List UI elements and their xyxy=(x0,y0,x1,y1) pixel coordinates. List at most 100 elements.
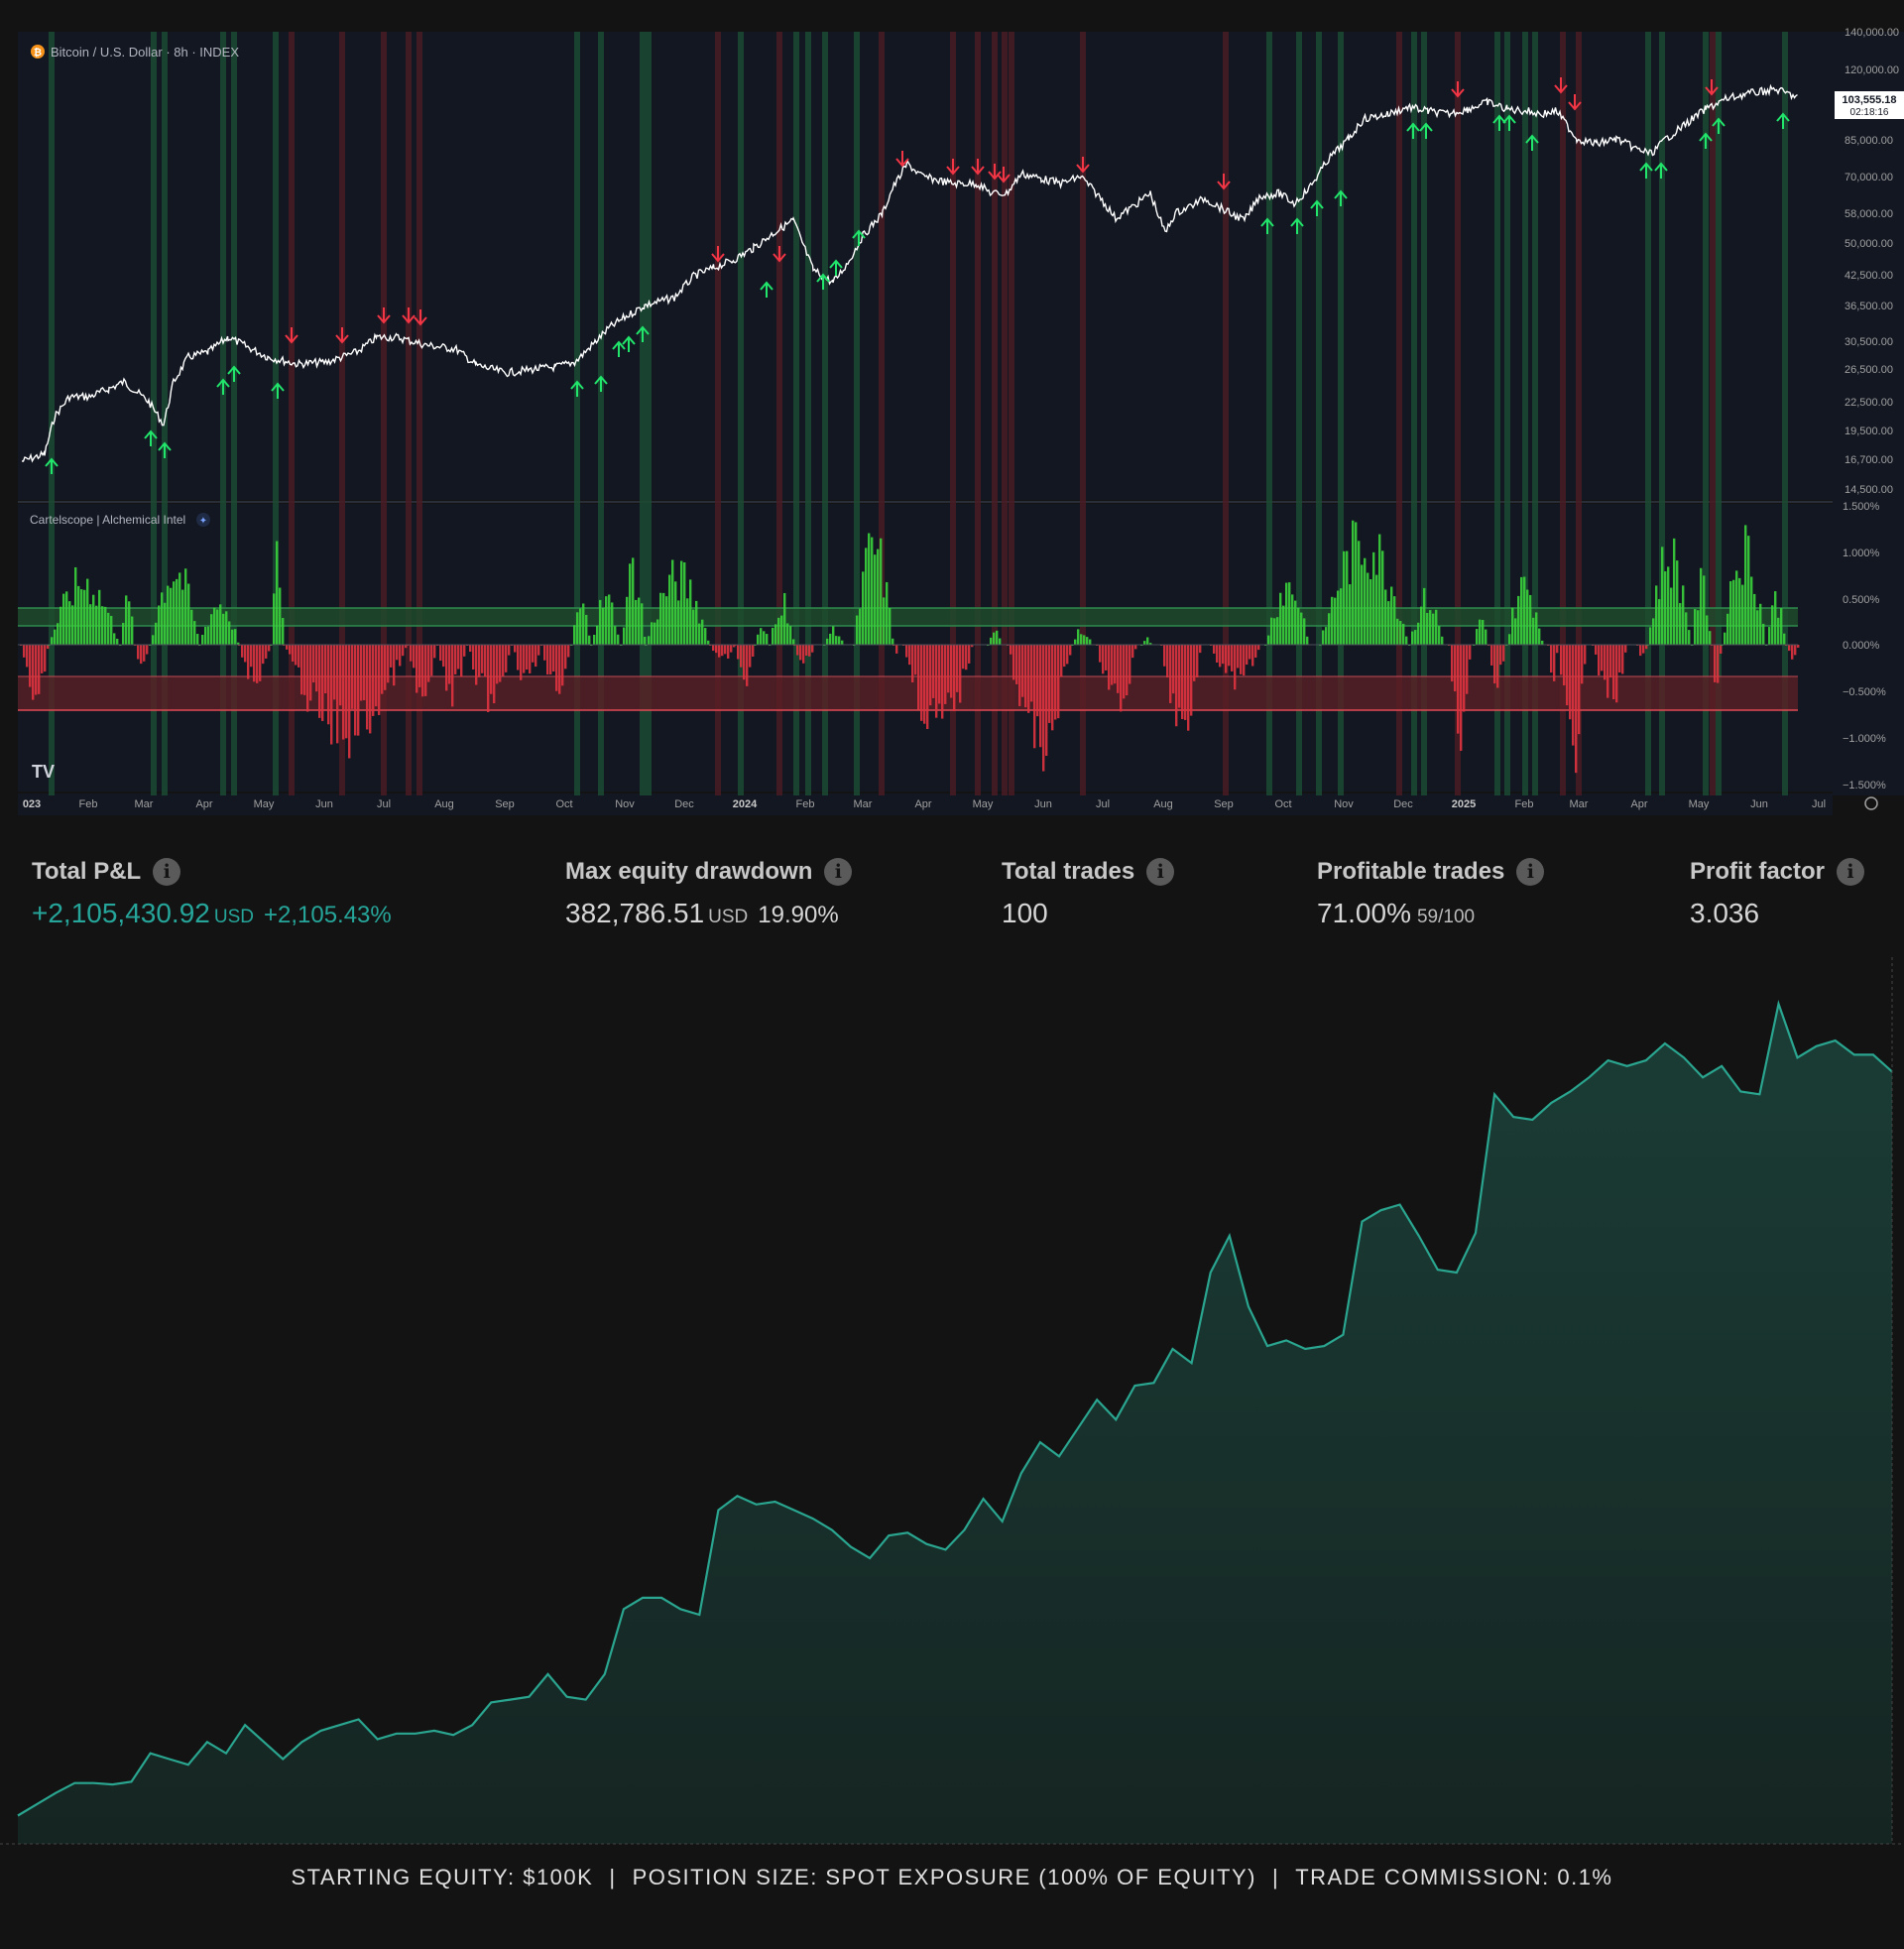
osc-bar-negative xyxy=(256,645,259,683)
info-icon[interactable]: i xyxy=(1837,858,1865,886)
osc-bar-negative xyxy=(262,645,265,665)
sparkle-icon: ✦ xyxy=(199,516,207,527)
osc-bar-negative xyxy=(1021,645,1024,697)
time-axis-label: Jun xyxy=(1750,798,1768,810)
sell-arrow-icon xyxy=(285,327,298,344)
buy-arrow-icon xyxy=(829,259,843,276)
osc-bar-negative xyxy=(32,645,35,700)
price-pane[interactable] xyxy=(18,32,1833,500)
indicator-title[interactable]: Cartelscope | Alchemical Intel xyxy=(30,513,185,527)
osc-bar-negative xyxy=(363,645,366,701)
osc-bar-negative xyxy=(137,645,140,660)
time-axis-label: Jul xyxy=(1812,798,1826,810)
buy-arrow-icon xyxy=(636,325,650,342)
osc-bar-positive xyxy=(1759,603,1762,645)
buy-arrow-icon xyxy=(1654,162,1668,179)
osc-bar-negative xyxy=(1027,645,1030,713)
osc-bar-negative xyxy=(950,645,953,698)
osc-bar-positive xyxy=(1300,612,1303,645)
osc-bar-negative xyxy=(1099,645,1102,663)
osc-bar-positive xyxy=(999,638,1002,645)
osc-bar-negative xyxy=(1612,645,1615,700)
osc-bar-negative xyxy=(421,645,424,697)
buy-signal-band xyxy=(646,32,652,795)
osc-bar-negative xyxy=(558,645,561,694)
sell-signal-band xyxy=(1009,32,1014,795)
osc-bar-negative xyxy=(1496,645,1499,688)
osc-bar-positive xyxy=(1777,617,1780,645)
price-and-indicator-chart[interactable]: ₿ Bitcoin / U.S. Dollar · 8h · INDEX Car… xyxy=(0,0,1904,828)
price-axis-pane[interactable] xyxy=(1833,32,1904,795)
osc-bar-positive xyxy=(1367,572,1369,645)
oscillator-axis-label: 1.500% xyxy=(1843,501,1880,513)
info-icon[interactable]: i xyxy=(824,858,853,886)
osc-bar-negative xyxy=(920,645,923,721)
time-axis-label: Aug xyxy=(1153,798,1173,810)
time-axis-label: Dec xyxy=(1393,798,1413,810)
osc-bar-negative xyxy=(537,645,540,656)
osc-bar-negative xyxy=(330,645,333,745)
osc-bar-positive xyxy=(276,541,279,645)
osc-bar-negative xyxy=(427,645,430,682)
osc-bar-negative xyxy=(306,645,309,712)
osc-bar-negative xyxy=(463,645,466,657)
osc-bar-positive xyxy=(1768,627,1771,645)
info-icon[interactable]: i xyxy=(1146,858,1175,886)
osc-bar-negative xyxy=(1246,645,1249,666)
osc-bar-positive xyxy=(1700,567,1703,645)
price-axis-label: 120,000.00 xyxy=(1844,64,1899,76)
osc-bar-negative xyxy=(1024,645,1027,708)
sell-arrow-icon xyxy=(895,151,909,168)
sell-arrow-icon xyxy=(711,246,725,263)
osc-bar-negative xyxy=(439,645,442,662)
info-icon[interactable]: i xyxy=(153,858,181,886)
osc-bar-positive xyxy=(1514,618,1517,645)
buy-arrow-icon xyxy=(1525,134,1539,151)
osc-bar-negative xyxy=(938,645,941,704)
chart-settings-icon[interactable] xyxy=(1864,796,1878,810)
osc-bar-negative xyxy=(247,645,250,679)
osc-bar-positive xyxy=(237,642,240,645)
tradingview-chart[interactable]: ₿ Bitcoin / U.S. Dollar · 8h · INDEX Car… xyxy=(0,0,1904,828)
osc-bar-positive xyxy=(167,585,170,645)
osc-bar-negative xyxy=(1196,645,1199,678)
osc-bar-positive xyxy=(164,602,167,645)
osc-bar-positive xyxy=(1479,619,1482,645)
osc-bar-negative xyxy=(1794,645,1797,656)
osc-bar-negative xyxy=(318,645,321,718)
osc-bar-positive xyxy=(1771,605,1774,645)
price-axis-label: 30,500.00 xyxy=(1844,336,1893,348)
sell-arrow-icon xyxy=(1554,77,1568,94)
time-axis[interactable]: 023 Feb Mar Apr May Jun Jul Aug Sep Oct Nov Dec 2024… xyxy=(23,798,1826,810)
time-axis-pane[interactable] xyxy=(18,793,1833,815)
equity-curve-chart[interactable] xyxy=(0,947,1904,1850)
buy-signal-band xyxy=(822,32,828,795)
osc-bar-negative xyxy=(1717,645,1720,683)
osc-bar-positive xyxy=(859,608,862,645)
time-axis-label: Nov xyxy=(615,798,635,810)
osc-bar-negative xyxy=(1123,645,1126,699)
osc-bar-negative xyxy=(743,645,746,680)
osc-bar-positive xyxy=(1747,536,1750,645)
sell-signal-band xyxy=(406,32,412,795)
osc-bar-positive xyxy=(1688,630,1691,645)
info-icon[interactable]: i xyxy=(1516,858,1545,886)
symbol-title[interactable]: Bitcoin / U.S. Dollar · 8h · INDEX xyxy=(51,45,239,60)
equity-curve-svg[interactable] xyxy=(0,947,1904,1850)
osc-bar-positive xyxy=(993,632,996,645)
osc-bar-positive xyxy=(201,634,204,645)
oscillator-axis[interactable]: 1.500% 1.000% 0.500% 0.000% −0.500% −1.000% −1… xyxy=(1843,501,1886,792)
equity-marks xyxy=(17,1000,1893,1844)
osc-bar-negative xyxy=(727,645,730,659)
osc-bar-negative xyxy=(546,645,549,675)
osc-bar-negative xyxy=(1569,645,1572,720)
buy-signal-band xyxy=(598,32,604,795)
osc-bar-negative xyxy=(387,645,390,683)
osc-bar-positive xyxy=(841,640,844,645)
osc-bar-positive xyxy=(1429,610,1432,645)
osc-bar-positive xyxy=(588,635,591,645)
indicator-settings-icon[interactable] xyxy=(196,513,210,527)
price-axis[interactable]: 140,000.00 120,000.00 85,000.00 70,000.00 58… xyxy=(1844,27,1899,496)
osc-bar-negative xyxy=(956,645,959,692)
buy-arrow-icon xyxy=(158,441,172,458)
